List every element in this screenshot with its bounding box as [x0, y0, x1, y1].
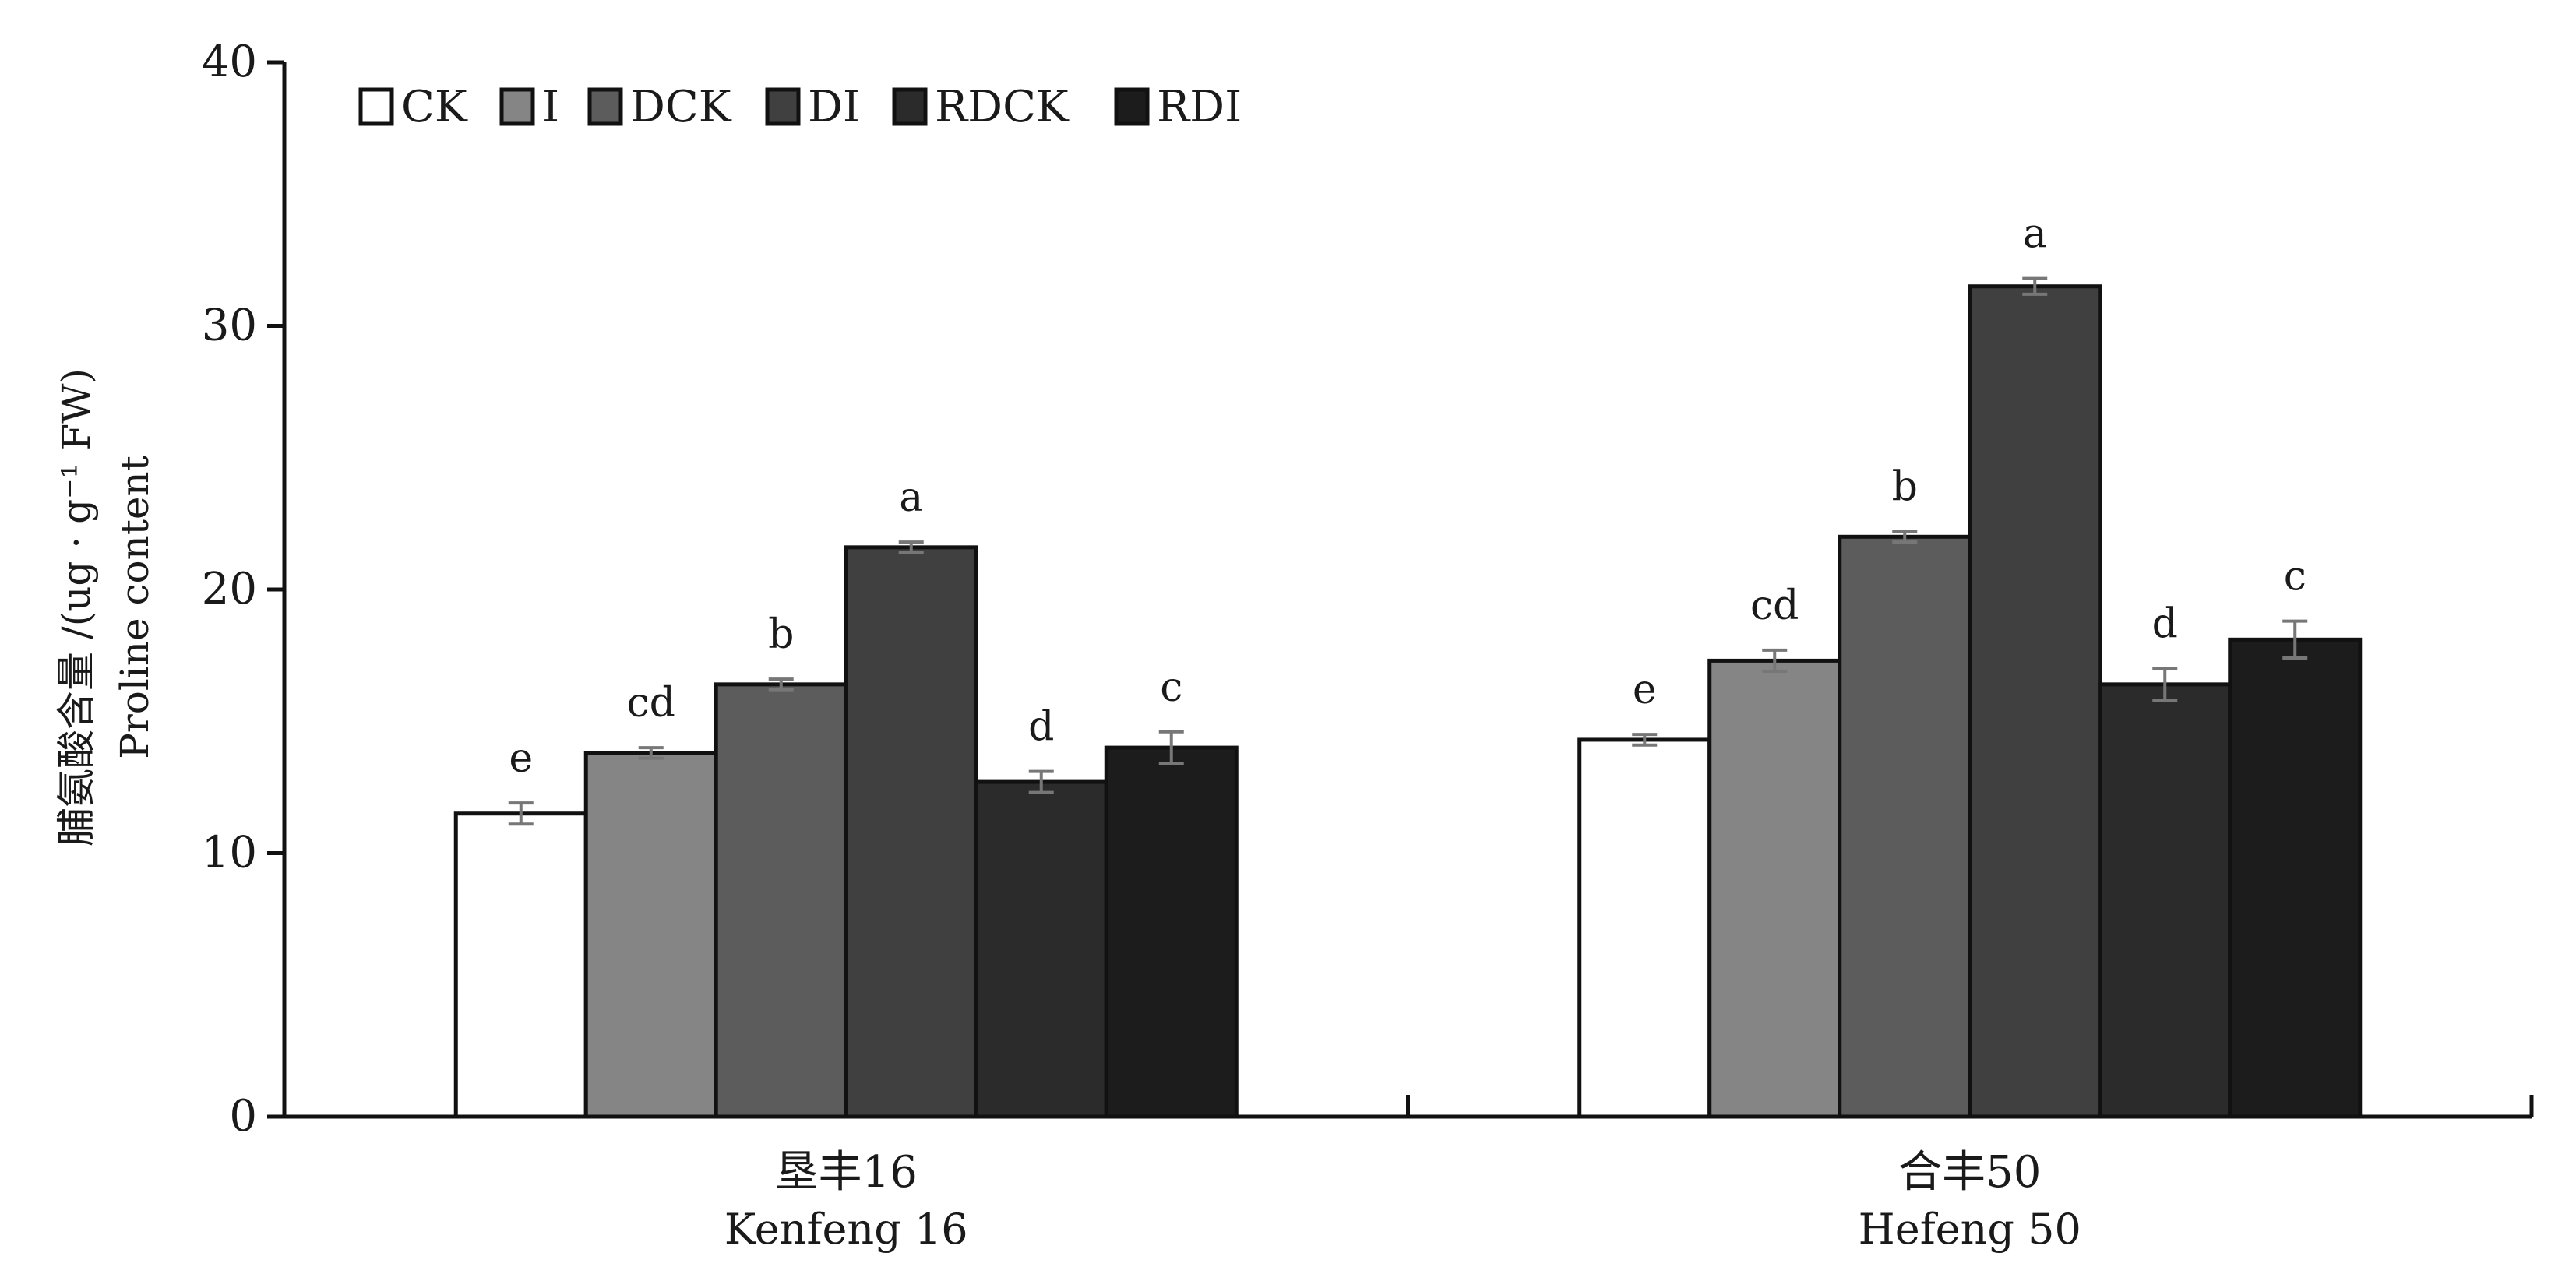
legend-swatch-ck — [358, 87, 394, 126]
bar-rdck-2 — [2098, 682, 2232, 1119]
legend-label-rdi: RDI — [1157, 82, 1242, 132]
bar-ck-1 — [453, 811, 588, 1119]
bar-rdi-2 — [2228, 637, 2363, 1119]
y-tick-label: 30 — [202, 301, 257, 351]
legend-label-dck: DCK — [630, 82, 732, 132]
significance-letter: cd — [1750, 582, 1799, 629]
y-tick-label: 10 — [202, 828, 257, 878]
significance-letter: b — [1892, 464, 1918, 511]
y-tick-label: 20 — [202, 564, 257, 614]
y-axis-label-en: Proline content — [112, 456, 157, 759]
significance-letter: c — [1160, 664, 1182, 711]
significance-letter: d — [2152, 601, 2178, 648]
legend-label-ck: CK — [401, 82, 468, 132]
x-category-label-cn: 垦丰16 — [775, 1147, 918, 1198]
legend-swatch-i — [499, 87, 535, 126]
bar-rdck-1 — [974, 779, 1108, 1119]
legend-swatch-rdi — [1114, 87, 1150, 126]
legend-swatch-rdck — [892, 87, 928, 126]
significance-letter: c — [2284, 554, 2306, 600]
bar-di-1 — [844, 545, 978, 1119]
bar-di-2 — [1968, 284, 2102, 1119]
bar-dck-2 — [1838, 534, 1972, 1119]
significance-letter: d — [1028, 704, 1054, 751]
x-category-label-en: Hefeng 50 — [1859, 1205, 2081, 1254]
bar-dck-1 — [714, 682, 848, 1119]
bar-rdi-1 — [1104, 745, 1239, 1119]
y-tick-label: 40 — [202, 37, 257, 87]
y-axis-label-cn: 脯氨酸含量 /(ug · g⁻¹ FW) — [54, 368, 99, 846]
x-category-label-en: Kenfeng 16 — [724, 1205, 968, 1254]
significance-letter: a — [2023, 211, 2047, 258]
legend-swatch-dck — [587, 87, 623, 126]
legend-label-di: DI — [808, 82, 860, 132]
significance-letter: e — [1633, 667, 1657, 713]
legend: CK I DCK DI RDCK RDI — [358, 82, 1242, 132]
legend-swatch-di — [765, 87, 801, 126]
significance-letter: a — [899, 474, 923, 521]
significance-letter: b — [768, 611, 794, 658]
significance-letter: cd — [627, 680, 675, 727]
x-category-label-cn: 合丰50 — [1898, 1147, 2041, 1198]
y-tick-label: 0 — [229, 1091, 257, 1142]
bar-ck-2 — [1577, 737, 1712, 1119]
bars: e cd b a d c e cd b a d c — [453, 211, 2363, 1119]
bar-i-2 — [1707, 658, 1842, 1119]
significance-letter: e — [509, 735, 533, 782]
legend-label-rdck: RDCK — [935, 82, 1070, 132]
legend-label-i: I — [542, 82, 559, 132]
bar-i-1 — [583, 751, 718, 1119]
axis-labels: 脯氨酸含量 /(ug · g⁻¹ FW) Proline content — [54, 368, 157, 846]
